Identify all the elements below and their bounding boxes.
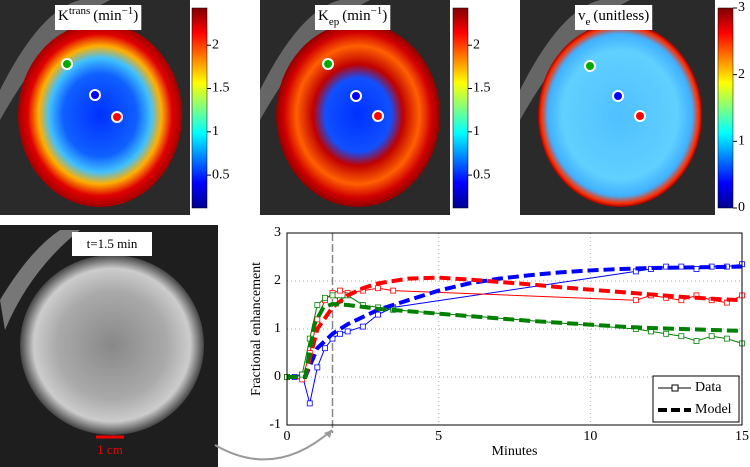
map-label: Ktrans (min−1) xyxy=(58,5,138,25)
data-point xyxy=(337,330,343,337)
data-point xyxy=(329,292,336,299)
data-point xyxy=(693,338,700,344)
colorbar-tick-label: 3 xyxy=(738,0,745,15)
roi-marker xyxy=(372,110,384,122)
data-point xyxy=(390,287,397,294)
x-tick-label: 5 xyxy=(435,429,442,444)
roi-marker xyxy=(350,90,362,102)
data-point xyxy=(708,333,715,340)
axes-box xyxy=(286,232,743,426)
roi-marker xyxy=(61,58,73,70)
y-tick-label: 0 xyxy=(274,369,281,384)
label-unit: (min xyxy=(342,8,371,24)
label-unit: (unitless) xyxy=(593,8,649,24)
map-label: ve (unitless) xyxy=(578,8,649,27)
data-point xyxy=(678,263,685,270)
data-point xyxy=(337,287,343,294)
colorbar-tick-label: 0.5 xyxy=(212,167,230,182)
data-point xyxy=(375,285,381,292)
map-label: Kep (min−1) xyxy=(318,5,387,28)
colorbar-tick-label: 2 xyxy=(473,37,480,52)
data-point xyxy=(663,330,670,337)
colorbar-tick-label: 0 xyxy=(738,200,745,215)
colorbar-tick-label: 1 xyxy=(738,134,745,149)
label-symbol: v xyxy=(578,8,586,24)
label-symbol: K xyxy=(318,8,329,24)
label-end: ) xyxy=(382,8,387,24)
data-point xyxy=(723,335,730,342)
legend-label: Model xyxy=(695,402,732,417)
tumor-map xyxy=(276,23,440,207)
y-tick-label: -1 xyxy=(269,417,281,432)
tumor-image xyxy=(20,255,204,435)
label-box xyxy=(72,232,152,256)
x-tick-label: 0 xyxy=(284,429,291,444)
roi-marker xyxy=(322,58,334,70)
roi-marker xyxy=(111,111,123,123)
roi-marker xyxy=(612,90,624,102)
label-box xyxy=(55,5,142,30)
data-point xyxy=(359,323,366,330)
legend-swatch-marker xyxy=(671,384,679,392)
model-line xyxy=(287,275,743,379)
arrow-head xyxy=(324,430,332,438)
colorbar-tick-label: 1 xyxy=(473,124,480,139)
data-point xyxy=(693,266,700,272)
label-subscript: ep xyxy=(329,16,340,28)
tumor-map xyxy=(18,23,182,207)
model-line xyxy=(287,264,743,379)
label-box xyxy=(575,5,653,30)
tissue xyxy=(0,230,80,330)
scale-bar-label: 1 cm xyxy=(97,442,123,457)
snapshot-label: t=1.5 min xyxy=(87,236,138,251)
label-superscript: −1 xyxy=(122,5,134,17)
label-superscript: trans xyxy=(69,5,90,17)
tumor-map xyxy=(538,23,702,207)
x-tick-label: 15 xyxy=(735,429,749,444)
map-images xyxy=(0,0,715,215)
label-superscript: −1 xyxy=(371,5,383,17)
data-point xyxy=(314,364,321,371)
colorbar xyxy=(717,7,734,209)
data-point xyxy=(306,400,313,407)
legend xyxy=(652,375,740,423)
colorbar-tick-label: 1.5 xyxy=(212,81,230,96)
y-tick-label: 1 xyxy=(274,321,281,336)
x-tick-label: 10 xyxy=(583,429,597,444)
snapshot: t=1.5 min 1 cm xyxy=(0,225,218,467)
label-end: ) xyxy=(133,8,138,24)
data-point xyxy=(314,316,321,323)
roi-marker xyxy=(89,89,101,101)
label-symbol: K xyxy=(58,8,69,24)
data-point xyxy=(322,294,328,301)
legend-label: Data xyxy=(695,380,722,395)
arrow xyxy=(214,429,333,461)
roi-marker xyxy=(584,60,596,72)
roi-marker xyxy=(634,110,646,122)
colorbar-tick-label: 1.5 xyxy=(473,81,491,96)
data-point xyxy=(375,311,381,318)
label-subscript: e xyxy=(586,16,591,28)
data-point xyxy=(314,302,321,308)
y-axis-label: Fractional enhancement xyxy=(249,262,264,396)
colorbar-tick-label: 1 xyxy=(212,124,219,139)
model-line xyxy=(287,302,743,379)
colorbar-tick-label: 0.5 xyxy=(473,167,491,182)
y-tick-label: 2 xyxy=(274,273,281,288)
x-axis-label: Minutes xyxy=(492,444,538,459)
data-point xyxy=(322,345,328,352)
data-point xyxy=(632,297,639,304)
colorbar-tick-label: 2 xyxy=(212,37,219,52)
data-point xyxy=(678,333,685,340)
y-tick-label: 3 xyxy=(274,225,281,240)
label-box xyxy=(315,5,391,30)
colorbar xyxy=(191,7,208,209)
data-point xyxy=(344,328,351,335)
colorbar xyxy=(452,7,469,209)
label-unit: (min xyxy=(93,8,122,24)
colorbar-tick-label: 2 xyxy=(738,67,745,82)
